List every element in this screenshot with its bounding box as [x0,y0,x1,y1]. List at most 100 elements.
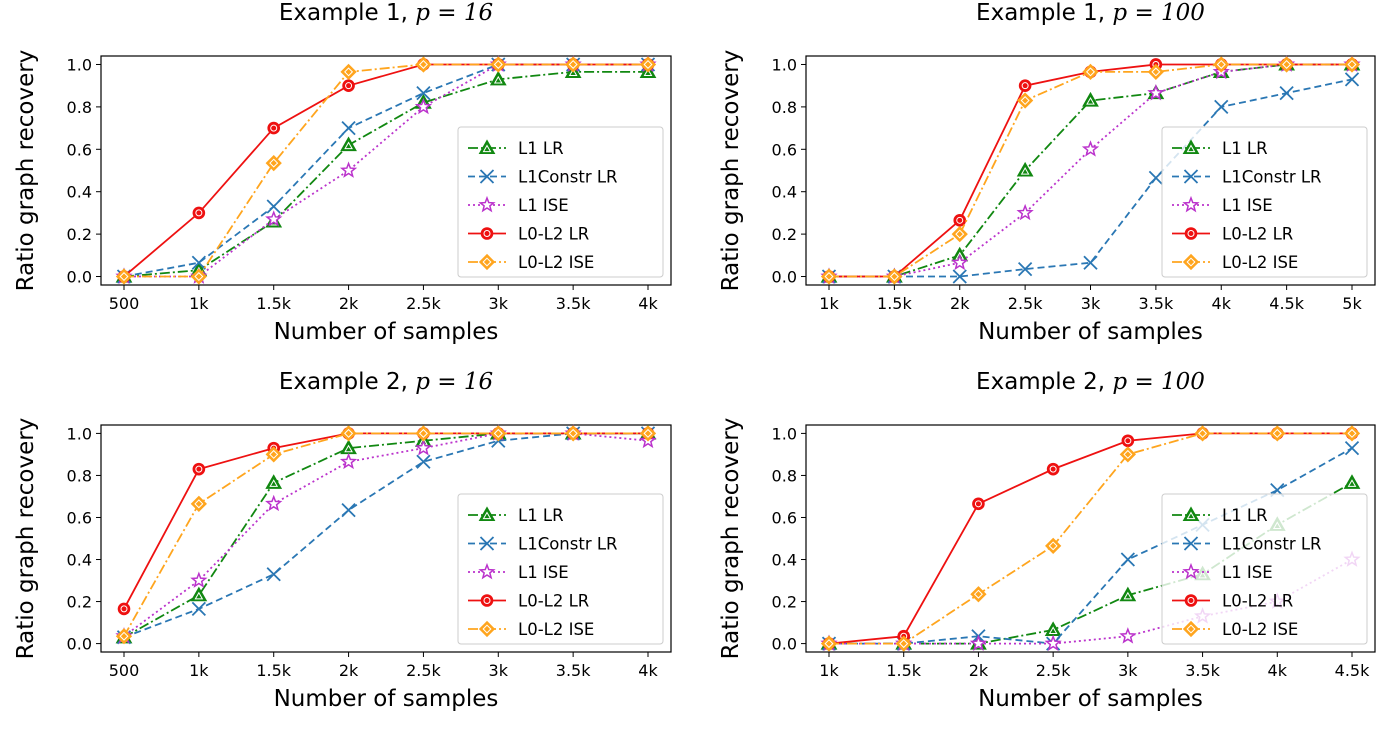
data-point [1082,63,1099,81]
legend-marker [1182,620,1200,638]
legend-marker-ring [482,511,492,520]
data-point [1119,627,1137,644]
data-point-ring [955,229,965,239]
y-tick-label: 0.4 [772,183,797,202]
chart-title-text: Example 1, [976,0,1112,26]
y-tick-label: 0.0 [772,268,797,287]
data-point [1082,91,1099,107]
x-tick-label: 5k [1342,294,1362,313]
plot-frame [100,55,672,286]
data-point [340,136,357,152]
data-point-ring [568,59,578,69]
legend-label: L0-L2 ISE [518,253,594,272]
data-point-ring [824,639,834,649]
data-point-ring [344,444,353,453]
data-point [490,425,507,442]
x-tick-label: 1.5k [886,661,921,680]
x-tick-label: 1.5k [877,294,912,313]
series-line [829,78,1353,278]
data-point-ring [194,499,204,509]
data-point-ring [119,272,129,282]
chart-2: Example 1, p = 100 0.0 0.2 0.4 0.6 0.8 1.0 1k 1.… [718,0,1376,345]
legend-marker [1182,139,1200,155]
legend: L1 LR L1Constr LR L1 ISE L0-L2 LR L0-L2 ISE [457,126,664,278]
data-point [952,269,967,284]
data-point-ring [1123,591,1133,600]
y-tick-label: 0.6 [772,508,797,527]
y-tick-label: 1.0 [772,424,797,443]
data-point [416,85,431,101]
data-point-ring [1347,59,1357,69]
data-point [970,586,987,603]
legend-label: L1 ISE [1222,196,1273,215]
series-line [123,432,648,637]
x-tick-label: 1k [819,294,839,313]
chart-title-text: Example 2, [279,369,415,395]
legend-marker [478,253,496,271]
legend: L1 LR L1Constr LR L1 ISE L0-L2 LR L0-L2 ISE [457,493,664,645]
chart-title-math: p = 16 [415,0,493,26]
data-point [489,70,507,86]
x-tick-label: 1k [189,294,209,313]
legend-label: L0-L2 LR [518,592,589,611]
data-point-ring [1086,97,1095,105]
y-axis-label: Ratio graph recovery [718,50,744,292]
x-tick-label: 3k [1081,294,1101,313]
y-tick-label: 0.8 [67,466,92,485]
legend-marker-ring [482,257,492,267]
data-point-ring [493,428,503,438]
data-point-ring [195,465,203,473]
data-point [1279,85,1294,101]
data-point-ring [493,59,503,69]
series-line [123,71,648,278]
data-point [1147,63,1165,81]
data-point-ring [344,428,354,438]
data-point-ring [956,216,964,224]
data-point [190,268,207,285]
data-point [190,586,208,602]
x-tick-label: 500 [109,661,140,680]
data-point-ring [643,68,653,77]
data-point [416,454,431,469]
data-point [1017,261,1033,277]
legend-marker [1184,594,1198,607]
data-point [414,439,433,456]
series-l0-l2-ise [820,425,1361,652]
data-point [267,121,281,135]
data-point [115,268,133,285]
data-point [820,635,838,652]
y-tick-label: 0.2 [67,225,92,244]
x-tick-label: 3.5k [1185,661,1220,680]
chart-title: Example 1, p = 100 [976,0,1205,26]
x-tick-label: 3k [1118,661,1138,680]
data-point-ring [418,428,428,438]
data-point [1344,72,1360,87]
data-point [490,56,507,73]
data-point-ring [269,479,279,487]
series-line [829,482,1353,645]
legend-box [457,493,664,645]
x-tick-label: 2k [969,661,989,680]
data-point-ring [418,59,428,69]
data-point [339,161,358,178]
chart-title: Example 2, p = 16 [279,369,493,395]
x-tick-label: 2k [339,294,359,313]
data-point [820,268,838,285]
data-point-ring [1216,59,1226,69]
series-line [123,432,648,639]
x-tick-label: 3.5k [1139,294,1174,313]
data-point [1046,462,1060,476]
chart-title-math: p = 100 [1112,0,1205,26]
legend-marker [1182,562,1200,580]
data-point [1343,56,1361,73]
x-tick-label: 4.5k [1335,661,1370,680]
data-point-ring [269,449,279,459]
data-point [972,497,985,511]
data-point [1269,425,1286,442]
legend-label: L1 LR [1222,139,1268,158]
legend-marker-ring [1187,597,1195,604]
legend-marker [1183,536,1199,551]
data-point-ring [1347,479,1357,487]
chart-title-math: p = 100 [1112,369,1205,395]
data-point [415,425,432,442]
